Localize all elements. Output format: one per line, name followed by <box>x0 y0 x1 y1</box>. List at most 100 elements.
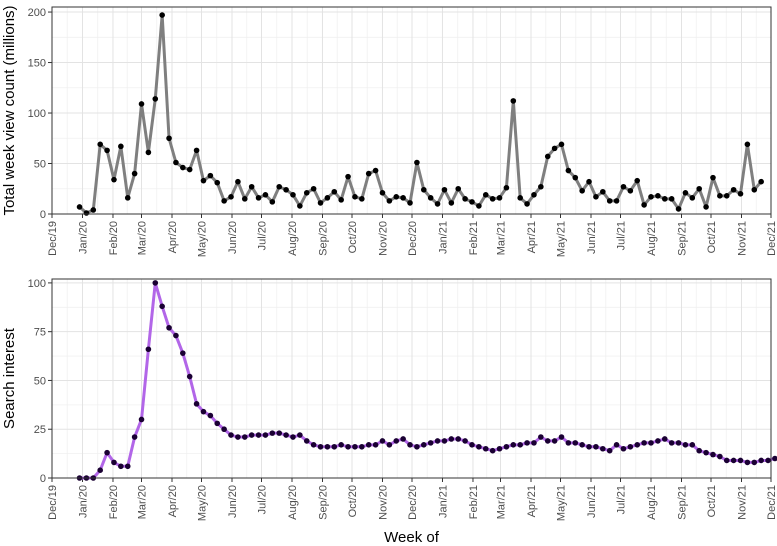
chart-panel-2: 0 25 50 75 100 Dec/19 Jan/20 Feb/20 Mar/20 Apr/20… <box>1 278 777 546</box>
data-point <box>751 459 758 466</box>
x-tick-label: Apr/20 <box>167 221 179 253</box>
data-point <box>648 194 654 200</box>
data-point <box>90 207 97 213</box>
data-point <box>675 440 682 446</box>
data-point <box>118 143 124 150</box>
data-point <box>427 195 434 201</box>
data-point <box>104 147 110 154</box>
x-tick-label: Jun/20 <box>227 221 239 254</box>
data-point <box>551 145 558 152</box>
data-point <box>613 442 620 448</box>
data-point <box>613 198 620 204</box>
data-point <box>255 195 262 201</box>
data-point <box>76 204 83 210</box>
data-point <box>758 178 764 185</box>
panel-border <box>51 278 772 479</box>
data-point <box>765 457 771 464</box>
x-tick-label: Jan/21 <box>437 221 449 254</box>
x-tick-label: May/20 <box>197 485 209 521</box>
data-point <box>558 434 565 440</box>
x-tick-label: Oct/21 <box>706 485 718 517</box>
data-point <box>152 96 159 102</box>
x-axis-title: Week of <box>384 529 440 546</box>
x-tick-label: Jan/20 <box>77 485 89 518</box>
data-point <box>434 438 441 444</box>
data-point <box>717 193 723 199</box>
data-point <box>489 447 496 454</box>
x-tick-label: Feb/20 <box>108 485 120 519</box>
data-point <box>262 192 269 198</box>
data-point <box>772 455 777 462</box>
data-point <box>469 199 475 205</box>
data-point <box>297 432 303 438</box>
data-point <box>627 443 634 450</box>
data-point <box>531 192 537 198</box>
data-point <box>703 204 709 210</box>
x-tick-label: May/21 <box>556 221 568 257</box>
data-point <box>359 443 365 450</box>
data-point <box>111 459 117 466</box>
data-point <box>620 183 627 190</box>
data-point <box>655 438 661 444</box>
x-tick-label: Mar/21 <box>496 485 508 519</box>
data-point <box>200 408 207 415</box>
x-tick-label: Aug/21 <box>646 221 658 256</box>
data-point <box>586 443 592 450</box>
data-point <box>104 449 110 456</box>
data-point <box>338 197 344 203</box>
x-tick-label: Dec/21 <box>766 485 777 520</box>
x-tick-label: Dec/20 <box>407 221 419 256</box>
data-point <box>407 442 413 448</box>
data-point <box>386 198 393 204</box>
data-point <box>290 192 296 198</box>
data-point <box>138 101 145 107</box>
data-point <box>648 440 654 446</box>
y-tick-label: 50 <box>34 375 46 387</box>
x-tick-label: Mar/21 <box>496 221 508 255</box>
data-point <box>476 203 482 209</box>
data-point <box>414 443 420 450</box>
data-point <box>124 195 131 201</box>
data-point <box>689 442 696 448</box>
data-point <box>269 199 276 205</box>
x-tick-label: Jul/20 <box>257 221 269 250</box>
data-point <box>744 141 751 148</box>
series-points <box>76 280 777 481</box>
x-tick-label: Mar/20 <box>137 485 149 519</box>
x-tick-label: Apr/21 <box>526 221 538 253</box>
data-point <box>166 135 172 142</box>
data-point <box>365 170 372 177</box>
data-point <box>469 442 475 448</box>
x-tick-label: Nov/20 <box>377 485 389 520</box>
data-point <box>434 201 441 207</box>
data-point <box>496 195 503 201</box>
data-point <box>510 442 517 448</box>
data-point <box>221 198 227 204</box>
data-point <box>641 440 647 446</box>
data-point <box>303 438 310 444</box>
data-point <box>744 459 751 466</box>
data-point <box>661 436 668 442</box>
data-point <box>455 436 462 442</box>
panel-border <box>51 6 772 215</box>
x-tick-label: Jul/20 <box>257 485 269 514</box>
data-point <box>352 194 358 200</box>
data-point <box>730 457 737 464</box>
x-tick-label: Oct/21 <box>706 221 718 253</box>
y-tick-label: 25 <box>34 424 46 436</box>
y-axis-title: Total week view count (millions) <box>1 5 18 215</box>
data-point <box>661 196 668 202</box>
x-tick-label: Oct/20 <box>347 485 359 517</box>
y-tick-label: 200 <box>28 7 46 19</box>
x-tick-label: Jul/21 <box>616 221 628 250</box>
data-point <box>372 442 379 448</box>
data-point <box>393 438 400 444</box>
data-point <box>297 203 303 209</box>
data-point <box>241 434 248 440</box>
data-point <box>544 153 551 160</box>
data-point <box>448 436 455 442</box>
x-tick-label: Jan/21 <box>437 485 449 518</box>
x-tick-label: Jun/21 <box>586 221 598 254</box>
data-point <box>200 177 207 184</box>
data-point <box>118 463 124 470</box>
